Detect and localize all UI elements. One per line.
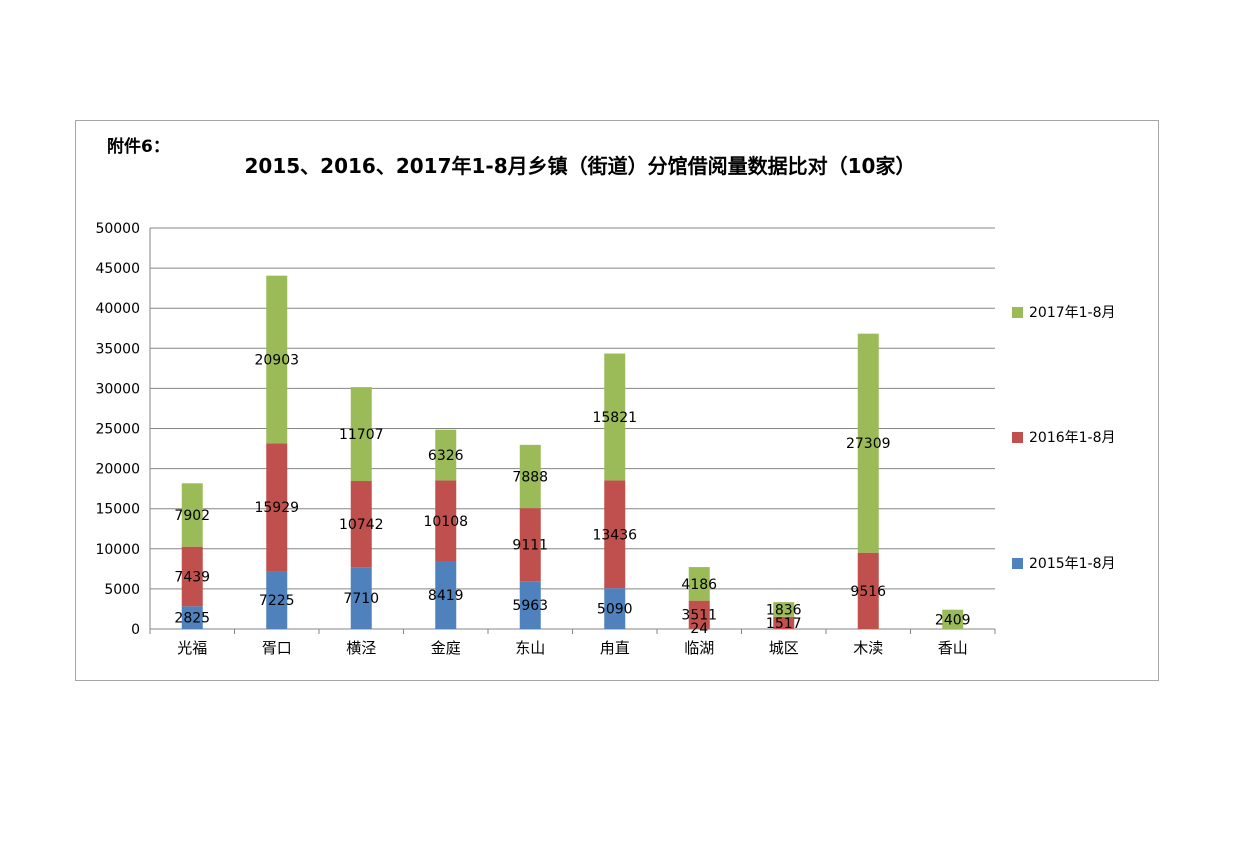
bar-2016 xyxy=(604,480,626,589)
bar-2017 xyxy=(266,275,288,444)
data-label: 7225 xyxy=(259,593,295,609)
legend-label: 2015年1-8月 xyxy=(1029,556,1116,572)
bar-2015 xyxy=(266,571,288,629)
data-label: 2825 xyxy=(174,611,210,627)
y-tick-label: 45000 xyxy=(95,261,140,277)
bar-2017 xyxy=(604,353,626,481)
data-label: 10108 xyxy=(423,514,468,530)
bar-2015 xyxy=(604,588,626,629)
legend-label: 2017年1-8月 xyxy=(1029,305,1116,321)
y-tick-label: 15000 xyxy=(95,502,140,518)
x-category-label: 城区 xyxy=(769,639,799,657)
attachment-label: 附件6： xyxy=(107,137,170,157)
data-label: 24 xyxy=(690,621,708,637)
x-category-label: 临湖 xyxy=(684,639,714,657)
x-category-label: 木渎 xyxy=(853,639,883,657)
legend-item: 2016年1-8月 xyxy=(1012,427,1116,447)
data-label: 3511 xyxy=(681,608,717,624)
data-label: 27309 xyxy=(846,436,891,452)
legend-label: 2016年1-8月 xyxy=(1029,430,1116,446)
data-label: 2409 xyxy=(935,612,971,628)
y-tick-label: 40000 xyxy=(95,301,140,317)
bar-2017 xyxy=(519,444,541,509)
bar-2016 xyxy=(266,443,288,572)
y-tick-label: 50000 xyxy=(95,221,140,237)
data-label: 13436 xyxy=(592,527,637,543)
x-category-label: 甪直 xyxy=(600,639,630,657)
bar-2016 xyxy=(181,546,203,607)
data-label: 9516 xyxy=(850,584,886,600)
y-tick-label: 35000 xyxy=(95,341,140,357)
y-tick-label: 30000 xyxy=(95,381,140,397)
x-category-label: 横泾 xyxy=(346,639,376,657)
y-tick-label: 5000 xyxy=(104,582,140,598)
bar-2015 xyxy=(435,561,457,629)
bar-2016 xyxy=(519,508,541,582)
data-label: 20903 xyxy=(254,352,299,368)
bar-2016 xyxy=(773,616,795,629)
bar-2017 xyxy=(435,429,457,481)
legend-item: 2015年1-8月 xyxy=(1012,553,1116,573)
data-label: 7902 xyxy=(174,508,210,524)
bar-2015 xyxy=(181,606,203,629)
bar-2017 xyxy=(181,483,203,547)
bar-2015 xyxy=(350,567,372,629)
data-label: 6326 xyxy=(428,448,464,464)
bar-2017 xyxy=(942,609,964,629)
legend-swatch xyxy=(1012,557,1023,569)
x-category-label: 光福 xyxy=(177,639,207,657)
bar-2016 xyxy=(857,552,879,629)
bar-2016 xyxy=(350,481,372,568)
x-category-label: 金庭 xyxy=(431,639,461,657)
y-tick-label: 25000 xyxy=(95,422,140,438)
data-label: 15821 xyxy=(592,410,637,426)
data-label: 15929 xyxy=(254,500,299,516)
y-tick-label: 20000 xyxy=(95,462,140,478)
data-label: 5090 xyxy=(597,602,633,618)
data-label: 7710 xyxy=(343,591,379,607)
bar-2015 xyxy=(519,581,541,629)
bar-2016 xyxy=(688,600,710,629)
data-label: 11707 xyxy=(339,427,384,443)
bar-2017 xyxy=(688,567,710,601)
data-label: 1517 xyxy=(766,616,802,632)
x-category-label: 东山 xyxy=(515,639,545,657)
data-label: 5963 xyxy=(512,598,548,614)
chart-title: 2015、2016、2017年1-8月乡镇（街道）分馆借阅量数据比对（10家） xyxy=(244,154,916,178)
legend-swatch xyxy=(1012,431,1023,443)
data-label: 7439 xyxy=(174,570,210,586)
y-tick-label: 0 xyxy=(131,622,140,638)
data-label: 9111 xyxy=(512,538,548,554)
x-category-label: 香山 xyxy=(938,639,968,657)
data-label: 8419 xyxy=(428,588,464,604)
data-label: 7888 xyxy=(512,469,548,485)
y-tick-label: 10000 xyxy=(95,542,140,558)
bar-2017 xyxy=(857,333,879,553)
legend-item: 2017年1-8月 xyxy=(1012,302,1116,322)
bar-2017 xyxy=(350,387,372,482)
x-category-label: 胥口 xyxy=(262,639,292,657)
data-label: 10742 xyxy=(339,517,384,533)
bar-2016 xyxy=(435,480,457,562)
bar-2017 xyxy=(773,602,795,617)
data-label: 1836 xyxy=(766,602,802,618)
legend-swatch xyxy=(1012,306,1023,318)
data-label: 4186 xyxy=(681,577,717,593)
